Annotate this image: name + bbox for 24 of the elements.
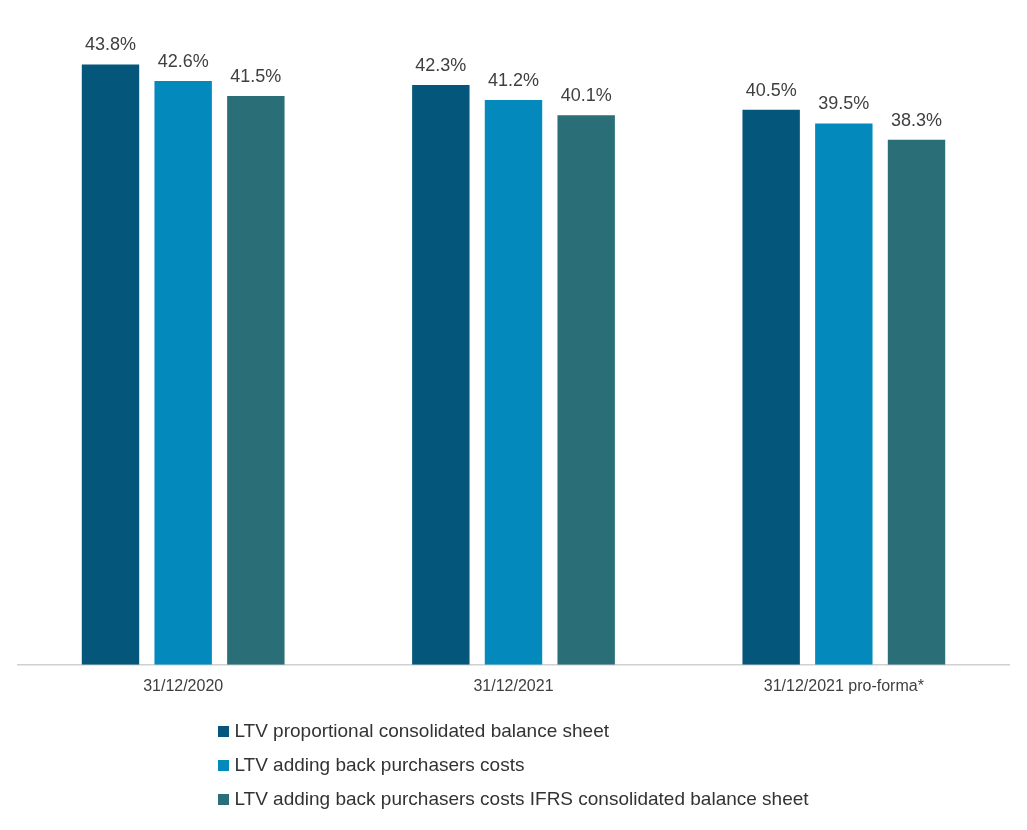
data-label: 43.8% [84, 34, 137, 55]
x-tick-label: 31/12/2020 [143, 676, 224, 694]
bar [412, 85, 470, 665]
data-label: 39.5% [818, 93, 870, 114]
bar [815, 123, 873, 665]
legend-label: LTV adding back purchasers costs [234, 754, 525, 776]
x-tick-label: 31/12/2021 [473, 676, 554, 694]
data-label: 40.1% [560, 85, 612, 106]
x-tick-label: 31/12/2021 pro-forma* [763, 676, 924, 694]
data-label: 38.3% [890, 109, 943, 130]
bar [557, 115, 615, 665]
data-label: 42.6% [157, 50, 209, 71]
legend-label: LTV adding back purchasers costs IFRS consolidated balance sheet [234, 788, 809, 810]
bar [81, 64, 140, 665]
bar [227, 95, 285, 665]
bar [154, 80, 212, 665]
data-label: 41.5% [230, 65, 282, 86]
data-label: 42.3% [415, 54, 467, 75]
data-label: 40.5% [745, 79, 797, 100]
bar [887, 139, 946, 665]
bar [742, 109, 800, 665]
bar [484, 100, 543, 665]
legend-label: LTV proportional consolidated balance sheet [234, 720, 610, 742]
data-label: 41.2% [487, 70, 540, 91]
